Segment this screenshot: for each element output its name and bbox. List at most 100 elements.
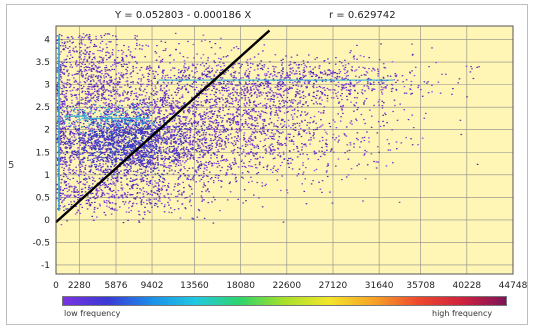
data-point — [269, 153, 272, 155]
data-point — [302, 90, 305, 92]
data-point — [129, 51, 132, 53]
data-point — [244, 155, 247, 157]
data-point — [420, 89, 422, 91]
data-point — [97, 126, 100, 128]
data-point — [325, 146, 328, 148]
data-point — [202, 156, 204, 158]
data-point — [71, 191, 73, 193]
data-point — [164, 185, 166, 187]
data-point — [259, 113, 262, 115]
data-point — [345, 83, 348, 85]
data-point — [239, 126, 242, 128]
data-point — [150, 92, 153, 94]
data-point — [210, 157, 212, 159]
data-point — [276, 179, 279, 181]
data-point — [342, 84, 345, 86]
data-point — [195, 141, 198, 143]
data-point — [201, 197, 203, 199]
data-point — [238, 128, 240, 130]
data-point — [71, 152, 74, 154]
data-point — [135, 88, 137, 90]
data-point — [189, 140, 191, 142]
data-point — [183, 137, 185, 139]
data-point — [73, 122, 76, 124]
data-point — [331, 148, 333, 150]
data-point — [215, 119, 217, 121]
data-point — [130, 72, 132, 74]
data-point — [215, 133, 217, 135]
data-point — [312, 92, 315, 94]
data-point — [216, 103, 218, 105]
data-point — [205, 63, 208, 65]
data-point — [123, 100, 125, 102]
data-point — [200, 104, 203, 106]
data-point — [237, 48, 240, 50]
data-point — [87, 94, 90, 96]
data-point — [260, 133, 263, 135]
data-point — [223, 148, 225, 150]
data-point — [111, 138, 113, 140]
data-point — [199, 157, 201, 159]
data-point — [235, 46, 238, 48]
data-point — [300, 114, 302, 116]
data-point — [117, 157, 120, 159]
data-point — [108, 161, 110, 163]
data-point — [189, 129, 192, 131]
data-point — [129, 107, 131, 109]
data-point — [221, 121, 223, 123]
data-point — [127, 173, 130, 175]
data-point — [102, 160, 105, 162]
data-point — [189, 128, 192, 130]
data-point — [154, 117, 157, 119]
data-point — [236, 121, 238, 123]
data-point — [142, 177, 145, 179]
data-point — [247, 75, 250, 77]
data-point — [278, 142, 281, 144]
data-point — [190, 188, 193, 190]
data-point — [119, 117, 122, 119]
data-point — [93, 157, 95, 159]
data-point — [304, 64, 306, 66]
data-point — [269, 149, 272, 151]
data-point — [197, 120, 200, 123]
data-point — [103, 130, 105, 132]
data-point — [66, 105, 69, 107]
data-point — [359, 146, 361, 148]
data-point — [254, 136, 256, 138]
data-point — [97, 168, 99, 170]
data-point — [101, 60, 104, 62]
data-point — [102, 57, 105, 59]
data-point — [179, 120, 181, 122]
data-point — [294, 129, 297, 131]
data-point — [342, 86, 344, 89]
data-point — [126, 151, 129, 153]
data-point — [65, 161, 67, 163]
data-point — [60, 135, 63, 137]
data-point — [193, 115, 196, 118]
data-point — [211, 134, 214, 136]
data-point — [284, 89, 287, 91]
data-point — [140, 172, 142, 174]
data-point — [63, 157, 65, 159]
data-point — [204, 164, 206, 166]
data-point — [400, 142, 403, 144]
data-point — [100, 129, 103, 131]
data-point — [103, 211, 106, 214]
data-point — [82, 74, 84, 76]
data-point — [258, 197, 260, 199]
data-point — [134, 61, 137, 63]
data-point — [92, 86, 94, 88]
data-point — [189, 136, 191, 138]
data-point — [235, 131, 238, 133]
data-point — [80, 159, 82, 161]
data-point — [76, 132, 79, 134]
data-point — [340, 105, 342, 107]
data-point — [93, 103, 95, 105]
data-point — [187, 91, 190, 93]
data-point — [72, 169, 75, 171]
data-point — [90, 152, 93, 154]
data-point — [171, 105, 173, 107]
data-point — [90, 162, 93, 164]
data-point — [338, 135, 340, 137]
